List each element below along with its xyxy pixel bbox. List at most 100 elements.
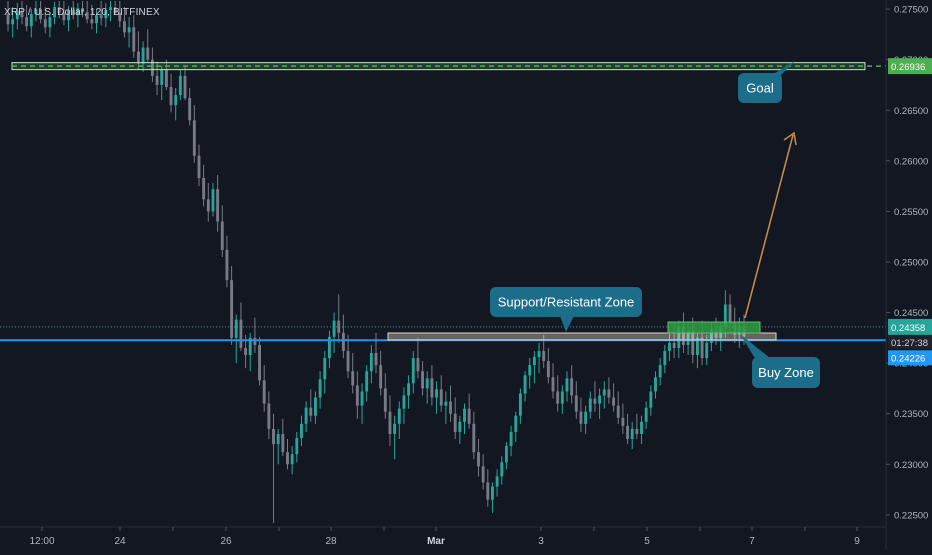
candle-body	[416, 358, 420, 372]
candle-body	[341, 332, 345, 351]
candle-body	[542, 350, 546, 362]
candle-body	[355, 385, 359, 406]
candle-body	[672, 342, 676, 348]
candle-body	[34, 9, 38, 15]
candle-body	[504, 446, 508, 463]
candle-body	[500, 462, 504, 477]
zone-callout-text: Support/Resistant Zone	[498, 295, 635, 310]
candle-body	[607, 389, 611, 398]
candle-body	[453, 413, 457, 432]
candle-body	[388, 411, 392, 434]
candle-body	[300, 423, 303, 438]
candle-body	[164, 69, 168, 87]
candle-body	[425, 378, 429, 389]
candle-body	[225, 249, 229, 281]
candle-body	[202, 178, 206, 200]
price-tick-label: 0.27500	[894, 5, 928, 16]
candle-body	[174, 95, 178, 106]
time-tick-label: 5	[644, 536, 650, 547]
support-resistance-zone	[387, 332, 777, 341]
buy-callout-box	[752, 357, 820, 388]
candle-body	[365, 371, 369, 392]
candle-body	[430, 378, 434, 398]
candle-body	[258, 344, 261, 381]
goal-callout-box	[738, 73, 782, 103]
candle-body	[43, 19, 47, 28]
goal-price-tag	[888, 58, 932, 75]
candle-body	[444, 401, 448, 406]
candle-body	[383, 388, 387, 412]
candle-body	[681, 326, 685, 345]
candle-body	[248, 337, 252, 356]
candle-body	[654, 377, 657, 392]
candle-body	[565, 378, 569, 392]
candle-body	[118, 13, 122, 22]
price-axis[interactable]: 0.275000.270000.265000.260000.255000.250…	[885, 0, 932, 550]
candle-body	[230, 280, 234, 338]
candle-body	[481, 466, 485, 483]
candle-body	[728, 304, 732, 323]
projection-arrow-head	[783, 131, 797, 146]
candle-body	[686, 330, 690, 345]
candle-body	[360, 391, 364, 406]
price-tick-label: 0.25000	[894, 257, 928, 268]
candle-body	[95, 15, 98, 24]
candle-body	[393, 423, 397, 434]
candle-body	[57, 7, 61, 14]
goal-price-label: 0.26936	[891, 62, 925, 73]
candle-body	[668, 342, 671, 351]
projection-arrow-line	[744, 134, 794, 319]
candle-body	[467, 408, 471, 424]
candle-body	[272, 428, 275, 445]
candle-body	[183, 75, 187, 99]
candle-body	[267, 403, 271, 429]
candle-body	[700, 337, 704, 359]
time-axis[interactable]: 12:00242526272829Mar3456789	[0, 526, 886, 547]
candle-body	[281, 433, 285, 453]
candle-body	[239, 319, 243, 348]
candle-body	[421, 371, 425, 389]
candle-body	[132, 27, 136, 52]
price-tick-label: 0.25500	[894, 207, 928, 218]
candle-body	[407, 383, 411, 396]
candle-body	[11, 19, 15, 25]
candle-body	[62, 13, 66, 21]
candle-body	[435, 389, 439, 398]
candle-body	[588, 398, 592, 412]
time-tick-label: 7	[749, 536, 755, 547]
candle-body	[616, 405, 620, 418]
candle-body	[323, 358, 327, 380]
candle-body	[15, 11, 19, 20]
candle-body	[649, 391, 653, 408]
countdown-label: 01:27:38	[891, 338, 928, 349]
price-tick-label: 0.26000	[894, 156, 928, 167]
price-tick-label: 0.22500	[894, 510, 928, 521]
candle-body	[495, 476, 499, 487]
last-price-label: 0.24358	[891, 323, 925, 334]
candle-body	[551, 377, 555, 392]
current-price-tag	[888, 350, 932, 366]
candle-body	[244, 347, 248, 356]
buy-callout: Buy Zone	[740, 334, 820, 388]
candle-body	[397, 408, 401, 424]
candle-body	[598, 395, 602, 404]
candle-body	[104, 10, 108, 19]
candle-body	[313, 397, 317, 416]
candle-body	[318, 379, 322, 398]
candle-body	[160, 69, 164, 85]
candle-body	[220, 221, 224, 250]
candle-body	[537, 350, 541, 358]
candle-body	[439, 389, 443, 406]
candle-body	[677, 326, 681, 348]
candle-body	[71, 10, 75, 16]
candle-body	[67, 10, 71, 21]
candle-body	[626, 425, 629, 439]
candle-body	[136, 51, 140, 64]
candle-body	[374, 353, 378, 366]
candle-body	[234, 319, 238, 338]
last-price-tag	[888, 318, 932, 335]
candle-body	[579, 411, 583, 424]
